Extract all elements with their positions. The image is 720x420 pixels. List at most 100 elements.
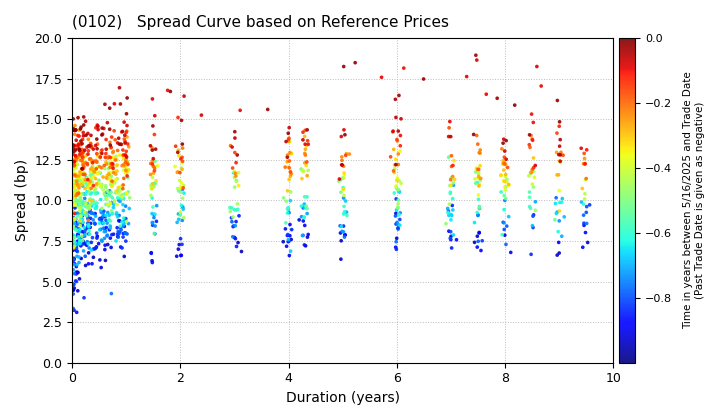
Point <box>122 174 134 181</box>
Point <box>443 228 454 234</box>
Point <box>577 160 589 167</box>
Point <box>100 196 112 202</box>
Point <box>81 175 93 182</box>
Point <box>114 84 125 91</box>
Point <box>89 210 101 217</box>
Point <box>69 239 81 246</box>
Point <box>555 149 567 156</box>
Point <box>73 141 84 147</box>
Point <box>120 230 131 236</box>
Point <box>76 146 88 153</box>
Point <box>284 176 295 183</box>
Point <box>338 184 349 191</box>
Point <box>100 159 112 165</box>
Point <box>73 190 84 197</box>
Point <box>106 134 117 140</box>
Point <box>110 177 122 184</box>
Point <box>109 136 121 143</box>
Point <box>174 241 185 248</box>
Point <box>104 145 116 152</box>
Point <box>286 226 297 233</box>
Point <box>442 205 454 212</box>
Point <box>104 218 116 224</box>
Point <box>284 158 295 164</box>
Point <box>71 263 82 270</box>
Point <box>473 168 485 175</box>
Point <box>112 147 123 154</box>
Point <box>84 224 96 231</box>
Point <box>84 207 96 213</box>
Point <box>96 150 107 157</box>
Point <box>118 119 130 126</box>
Point <box>85 201 96 208</box>
Point <box>120 190 131 197</box>
Point <box>471 132 482 139</box>
Point <box>78 171 89 178</box>
Point <box>94 257 106 263</box>
Point <box>104 225 116 231</box>
Point <box>549 200 561 207</box>
Point <box>176 252 187 259</box>
Point <box>553 151 564 158</box>
Point <box>283 136 294 143</box>
Point <box>98 212 109 218</box>
Point <box>578 212 590 218</box>
Point <box>81 152 92 159</box>
Point <box>580 229 591 236</box>
Point <box>233 239 244 246</box>
Point <box>85 180 96 186</box>
Point <box>90 213 102 220</box>
Point <box>523 141 535 148</box>
Point <box>498 136 510 142</box>
Point <box>77 213 89 219</box>
Point <box>77 219 89 226</box>
Point <box>175 209 186 215</box>
Point <box>76 157 88 163</box>
Point <box>70 187 81 194</box>
Point <box>68 181 80 188</box>
Point <box>120 238 132 244</box>
Point <box>280 220 292 226</box>
Point <box>81 132 92 139</box>
Point <box>445 189 456 196</box>
Point <box>120 148 132 155</box>
Point <box>112 201 123 208</box>
Point <box>78 163 89 169</box>
Point <box>338 63 349 70</box>
Point <box>92 152 104 159</box>
Point <box>105 179 117 186</box>
Point <box>497 160 508 167</box>
Point <box>390 184 402 190</box>
Point <box>395 210 406 216</box>
Point <box>391 185 402 192</box>
Point <box>102 176 113 182</box>
Point <box>226 205 238 211</box>
Point <box>113 231 125 237</box>
Point <box>68 281 79 288</box>
Point <box>73 193 85 199</box>
Point <box>524 203 536 210</box>
Point <box>225 215 237 221</box>
Point <box>74 240 86 247</box>
Point <box>302 137 313 144</box>
Point <box>73 204 85 211</box>
Point <box>78 178 90 185</box>
Point <box>282 238 294 245</box>
Point <box>95 150 107 156</box>
Point <box>76 165 88 172</box>
Point <box>281 198 292 205</box>
Point <box>68 255 79 262</box>
Point <box>76 152 87 159</box>
Point <box>145 192 156 199</box>
Point <box>90 244 102 251</box>
Point <box>81 203 93 210</box>
Point <box>392 205 404 211</box>
Point <box>443 133 454 140</box>
Point <box>118 194 130 201</box>
Point <box>475 175 487 182</box>
Point <box>282 158 293 165</box>
Point <box>81 174 92 181</box>
Point <box>77 237 89 244</box>
Point <box>68 223 79 230</box>
Point <box>473 175 485 181</box>
